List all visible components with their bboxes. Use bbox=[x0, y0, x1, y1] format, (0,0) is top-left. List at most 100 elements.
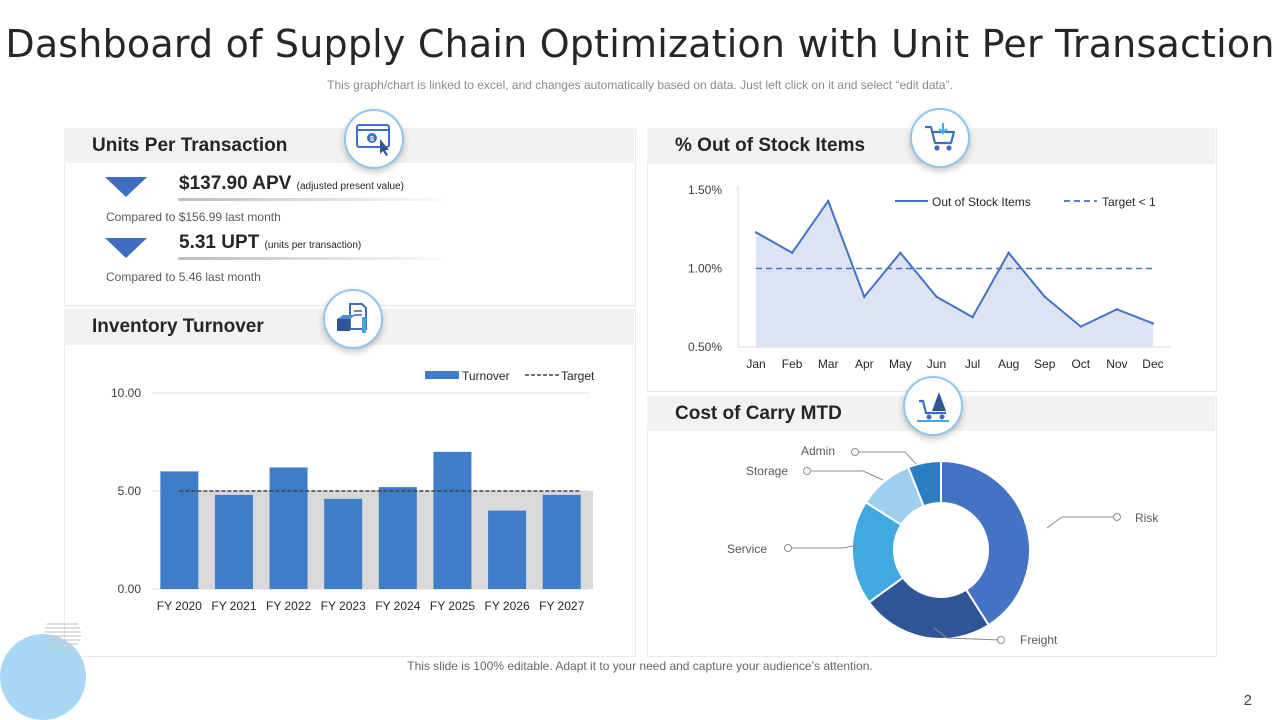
decorative-circles bbox=[0, 623, 86, 720]
upt-value: 5.31 UPT (units per transaction) bbox=[179, 232, 361, 254]
legend-turnover-swatch bbox=[425, 371, 459, 379]
x-tick-label: Jul bbox=[965, 357, 980, 371]
page-subtitle: This graph/chart is linked to excel, and… bbox=[327, 78, 953, 92]
page-number: 2 bbox=[1243, 692, 1252, 709]
out-of-stock-point bbox=[1151, 322, 1155, 325]
x-tick-label: Sep bbox=[1034, 357, 1056, 371]
out-of-stock-point bbox=[790, 251, 794, 254]
out-of-stock-panel bbox=[647, 128, 1217, 392]
x-tick-label: Jan bbox=[746, 357, 765, 371]
inventory-panel-title: Inventory Turnover bbox=[92, 316, 264, 337]
leader-line bbox=[788, 544, 859, 549]
turnover-bar bbox=[160, 471, 199, 589]
x-tick-label: FY 2023 bbox=[321, 599, 366, 613]
turnover-bar bbox=[542, 494, 581, 589]
x-tick-label: Nov bbox=[1106, 357, 1127, 371]
out-of-stock-point bbox=[935, 295, 938, 298]
out-of-stock-area bbox=[756, 200, 1153, 347]
out-of-stock-chart: 0.50% 1.00% 1.50% Jan Feb Mar Apr May Jun Jul Aug S… bbox=[688, 183, 1171, 371]
out-of-stock-point bbox=[754, 231, 758, 234]
donut-slice-admin bbox=[906, 459, 942, 508]
online-payment-icon: $ bbox=[344, 109, 404, 169]
x-tick-label: FY 2020 bbox=[157, 599, 202, 613]
x-tick-label: May bbox=[889, 357, 912, 371]
stock-panel-title: % Out of Stock Items bbox=[675, 135, 866, 156]
out-of-stock-point bbox=[899, 251, 902, 254]
x-tick-label: Dec bbox=[1142, 357, 1163, 371]
y-tick-label: 0.50% bbox=[688, 340, 722, 354]
turnover-bar bbox=[433, 451, 472, 589]
x-tick-label: FY 2025 bbox=[430, 599, 475, 613]
footer-note: This slide is 100% editable. Adapt it to… bbox=[407, 659, 873, 673]
donut-slice-risk bbox=[940, 459, 1031, 627]
down-arrow-icon bbox=[105, 177, 147, 197]
turnover-bar bbox=[488, 510, 527, 589]
apv-value: $137.90 APV (adjusted present value) bbox=[179, 173, 404, 195]
y-tick-label: 10.00 bbox=[111, 386, 141, 400]
upt-note: (units per transaction) bbox=[264, 240, 362, 251]
inventory-turnover-chart: 0.00 5.00 10.00 FY 2020 FY 2021 FY 2022 FY 202… bbox=[111, 369, 595, 613]
donut-label: Freight bbox=[1020, 633, 1058, 647]
donut-label: Risk bbox=[1135, 511, 1159, 525]
donut-label: Admin bbox=[801, 444, 835, 458]
x-tick-label: FY 2027 bbox=[539, 599, 584, 613]
cost-of-carry-chart: Risk Freight Service Storage Admin bbox=[727, 444, 1159, 647]
apv-note: (adjusted present value) bbox=[296, 181, 404, 192]
donut-label: Service bbox=[727, 542, 767, 556]
y-tick-label: 0.00 bbox=[118, 582, 142, 596]
out-of-stock-point bbox=[971, 315, 974, 319]
leader-line bbox=[933, 627, 1002, 641]
down-arrow-icon bbox=[105, 238, 147, 258]
leader-dot bbox=[851, 448, 859, 456]
x-tick-label: Oct bbox=[1071, 357, 1090, 371]
upt-divider bbox=[178, 257, 443, 260]
legend-target-label: Target bbox=[561, 369, 595, 383]
x-tick-label: FY 2026 bbox=[484, 599, 529, 613]
out-of-stock-point bbox=[1115, 308, 1119, 311]
legend-turnover-label: Turnover bbox=[462, 369, 510, 383]
out-of-stock-point bbox=[1007, 251, 1010, 254]
out-of-stock-point bbox=[1043, 295, 1046, 298]
shopping-cart-icon bbox=[910, 108, 970, 168]
leader-line bbox=[1046, 516, 1117, 529]
out-of-stock-point bbox=[1079, 325, 1082, 328]
apv-value-text: $137.90 APV bbox=[179, 173, 292, 194]
svg-text:$: $ bbox=[370, 136, 374, 143]
leader-dot bbox=[803, 467, 811, 475]
turnover-bar bbox=[324, 498, 363, 589]
apv-comparison: Compared to $156.99 last month bbox=[106, 210, 281, 224]
legend-stock-label: Out of Stock Items bbox=[932, 195, 1031, 209]
inventory-turnover-panel bbox=[64, 309, 636, 657]
x-tick-label: Aug bbox=[998, 357, 1019, 371]
page-title: Dashboard of Supply Chain Optimization w… bbox=[5, 22, 1275, 66]
y-tick-label: 1.00% bbox=[688, 262, 722, 276]
leader-dot bbox=[997, 636, 1005, 644]
leader-line bbox=[855, 451, 917, 465]
x-tick-label: Jun bbox=[927, 357, 946, 371]
x-tick-label: Mar bbox=[818, 357, 839, 371]
upt-value-text: 5.31 UPT bbox=[179, 232, 260, 253]
inventory-boxes-icon bbox=[323, 289, 383, 349]
turnover-bar bbox=[214, 494, 253, 589]
upt-comparison: Compared to 5.46 last month bbox=[106, 270, 261, 284]
apv-divider bbox=[178, 198, 443, 201]
donut-label: Storage bbox=[746, 464, 788, 478]
x-tick-label: Apr bbox=[855, 357, 874, 371]
leader-dot bbox=[1113, 513, 1121, 521]
carry-panel-title: Cost of Carry MTD bbox=[675, 403, 842, 424]
x-tick-label: FY 2024 bbox=[375, 599, 420, 613]
carry-cart-icon bbox=[903, 376, 963, 436]
x-tick-label: FY 2021 bbox=[211, 599, 256, 613]
x-tick-label: Feb bbox=[782, 357, 803, 371]
out-of-stock-line bbox=[755, 198, 1154, 328]
turnover-bar bbox=[269, 467, 308, 589]
units-panel-title: Units Per Transaction bbox=[92, 135, 288, 156]
leader-dot bbox=[784, 544, 792, 552]
out-of-stock-point bbox=[827, 199, 830, 203]
out-of-stock-point bbox=[863, 295, 866, 298]
leader-line bbox=[807, 470, 884, 481]
x-tick-label: FY 2022 bbox=[266, 599, 311, 613]
turnover-bar bbox=[378, 487, 417, 589]
y-tick-label: 1.50% bbox=[688, 183, 722, 197]
legend-target-label: Target < 1 bbox=[1102, 195, 1156, 209]
